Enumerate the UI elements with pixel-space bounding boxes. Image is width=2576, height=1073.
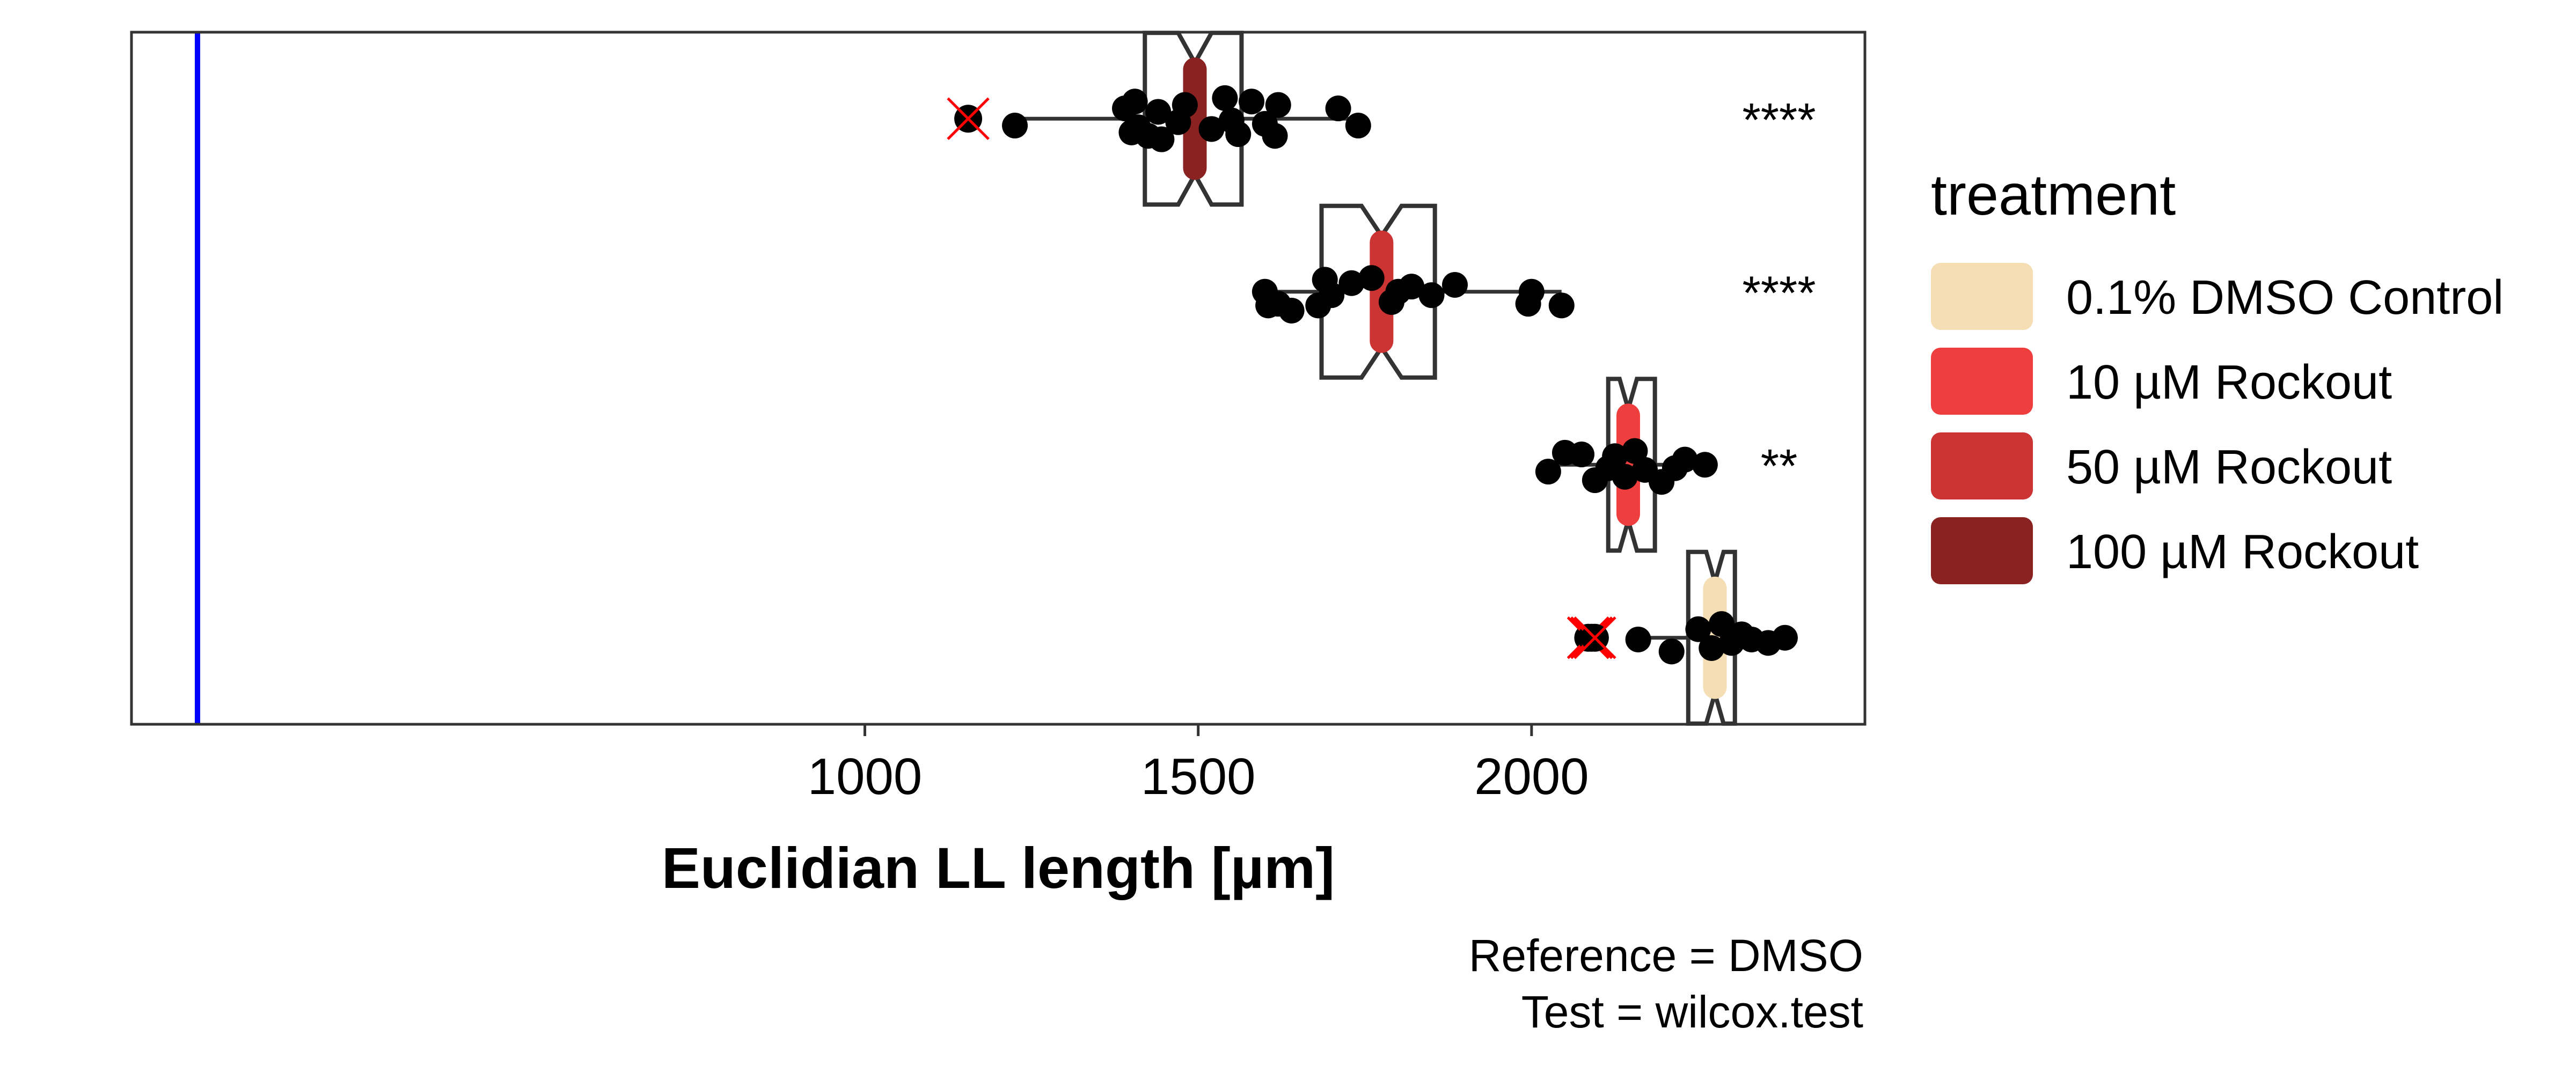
data-point [1198, 116, 1225, 142]
data-point [1002, 113, 1028, 139]
significance-label: **** [1743, 266, 1816, 319]
notched-box [1606, 377, 1657, 553]
legend-title: treatment [1931, 162, 2176, 227]
caption-reference: Reference = DMSO [1469, 930, 1863, 981]
x-tick-label: 1500 [1141, 748, 1256, 805]
significance-label: ** [1761, 439, 1798, 492]
legend-label: 0.1% DMSO Control [2066, 271, 2504, 325]
data-point [1399, 274, 1425, 300]
caption-test: Test = wilcox.test [1521, 987, 1863, 1037]
data-point [1699, 635, 1725, 661]
legend: treatment 0.1% DMSO Control 10 µM Rockout… [1931, 162, 2504, 584]
data-point [1319, 282, 1345, 308]
data-point [1708, 611, 1735, 637]
data-point [1441, 271, 1468, 298]
data-point [1685, 616, 1711, 642]
data-point [1418, 282, 1445, 308]
series-group-3 [1567, 549, 1798, 726]
significance-label: **** [1743, 93, 1816, 146]
legend-swatch [1931, 263, 2033, 330]
legend-swatch [1931, 432, 2033, 499]
data-point [1145, 99, 1172, 125]
notched-box [1143, 31, 1244, 207]
outlier-cross [1574, 616, 1616, 659]
data-point [1535, 459, 1561, 485]
series-group-1: **** [1252, 203, 1816, 380]
data-point [1625, 626, 1651, 652]
data-point [1212, 85, 1238, 111]
data-point [1172, 92, 1198, 118]
data-point [1569, 442, 1595, 468]
x-axis: 1000 1500 2000 [808, 724, 1589, 805]
data-point [1325, 95, 1351, 122]
data-point [1622, 438, 1648, 464]
data-point [1548, 292, 1575, 319]
data-point [1338, 270, 1365, 296]
data-point [1225, 121, 1252, 148]
data-point [1262, 123, 1288, 149]
x-axis-title: Euclidian LL length [µm] [662, 835, 1335, 900]
outlier-cross [947, 97, 990, 141]
data-point [1122, 89, 1148, 115]
data-point [1772, 624, 1798, 651]
legend-label: 50 µM Rockout [2066, 440, 2392, 494]
legend-label: 10 µM Rockout [2066, 356, 2392, 409]
legend-label: 100 µM Rockout [2066, 525, 2419, 579]
data-point [1278, 297, 1305, 324]
legend-swatch [1931, 517, 2033, 584]
data-point [1612, 464, 1638, 490]
data-point [1239, 89, 1265, 115]
data-point [1148, 126, 1175, 152]
series-group-2: ** [1535, 377, 1798, 553]
median-bar [1370, 230, 1394, 353]
caption: Reference = DMSO Test = wilcox.test [1469, 930, 1863, 1037]
series-group-0: **** [947, 31, 1816, 207]
data-point [1672, 446, 1698, 473]
data-point [1602, 443, 1628, 469]
data-point [1358, 265, 1385, 291]
data-point [1518, 278, 1545, 305]
data-point [1692, 452, 1718, 478]
data-point [1345, 113, 1371, 139]
plot-frame [130, 31, 1867, 726]
data-point [1265, 92, 1291, 118]
plot-area: ********** [194, 31, 1816, 726]
median-bar [1183, 57, 1207, 180]
notched-box [1319, 203, 1437, 380]
x-tick-label: 1000 [808, 748, 923, 805]
x-tick-label: 2000 [1474, 748, 1589, 805]
data-point [1658, 638, 1685, 665]
legend-swatch [1931, 348, 2033, 415]
